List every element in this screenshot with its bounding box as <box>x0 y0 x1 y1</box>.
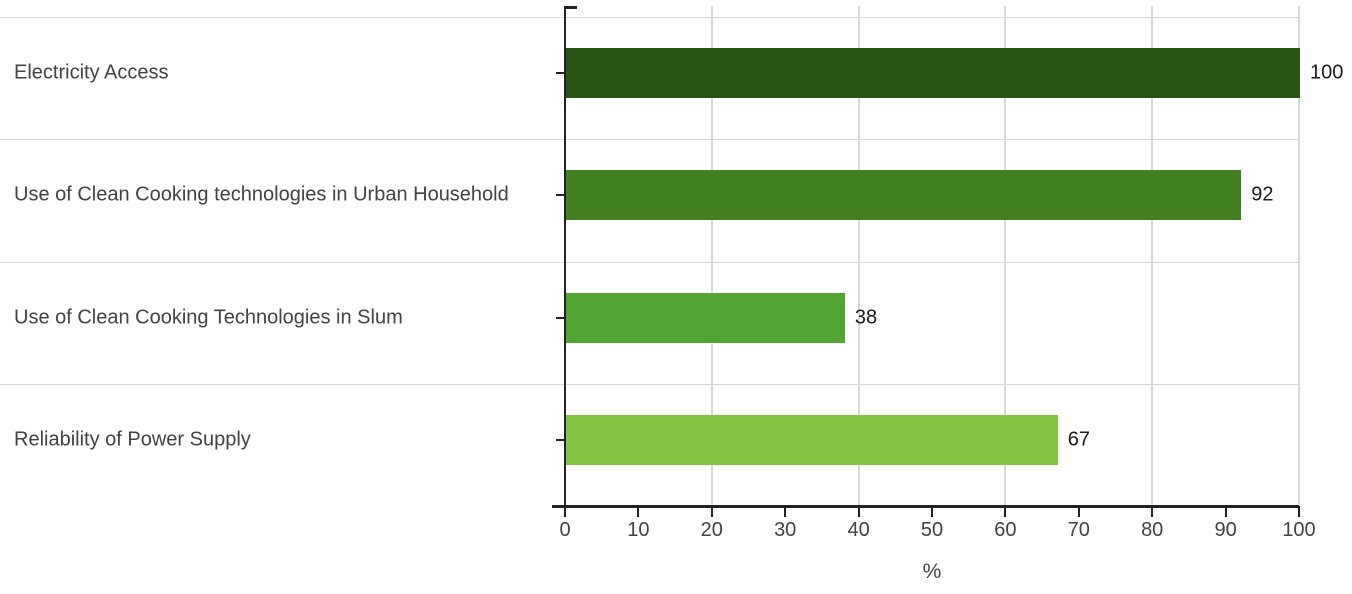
row-separator <box>0 17 1298 18</box>
y-axis-line <box>564 6 566 507</box>
x-tick <box>931 506 933 517</box>
x-tick <box>1077 506 1080 517</box>
category-tick <box>556 438 565 441</box>
gridline-vertical <box>1298 6 1300 505</box>
x-tick <box>1298 506 1300 517</box>
gridline-vertical <box>1004 6 1007 505</box>
gridline-vertical <box>857 6 860 505</box>
x-tick-label: 0 <box>559 519 571 541</box>
category-label: Use of Clean Cooking technologies in Urb… <box>14 183 509 206</box>
x-tick-label: 20 <box>700 519 723 541</box>
y-axis-top-cap <box>564 6 577 9</box>
gridline-vertical <box>710 6 713 505</box>
x-tick <box>1004 506 1007 517</box>
category-label: Reliability of Power Supply <box>14 428 251 451</box>
x-tick <box>784 506 787 517</box>
x-tick-label: 40 <box>847 519 870 541</box>
value-label: 67 <box>1067 428 1091 451</box>
x-axis-title: % <box>922 560 942 583</box>
x-tick-label: 10 <box>627 519 650 541</box>
bar <box>566 170 1242 221</box>
x-axis-line <box>552 505 1299 508</box>
value-label: 38 <box>854 306 878 329</box>
bar <box>566 414 1058 465</box>
x-tick-label: 30 <box>774 519 797 541</box>
x-tick <box>857 506 860 517</box>
category-label: Electricity Access <box>14 61 169 84</box>
category-tick <box>556 316 565 319</box>
row-separator <box>0 139 1298 140</box>
x-tick-label: 50 <box>920 519 944 541</box>
category-tick <box>556 72 565 74</box>
x-tick-label: 60 <box>994 519 1017 541</box>
x-tick <box>710 506 713 517</box>
x-tick <box>637 506 640 517</box>
category-tick <box>556 194 565 197</box>
value-label: 92 <box>1251 183 1274 206</box>
bar <box>566 48 1300 98</box>
gridline-vertical <box>1151 6 1154 505</box>
x-tick-label: 70 <box>1067 519 1090 541</box>
value-label: 100 <box>1310 61 1344 84</box>
x-tick <box>1151 506 1154 517</box>
x-tick-label: 90 <box>1214 519 1237 541</box>
row-separator <box>0 384 1298 385</box>
x-tick <box>564 506 566 517</box>
x-tick <box>1224 506 1227 517</box>
row-separator <box>0 262 1298 263</box>
x-tick-label: 80 <box>1141 519 1164 541</box>
x-tick-label: 100 <box>1282 519 1316 541</box>
bar <box>566 292 845 343</box>
category-label: Use of Clean Cooking Technologies in Slu… <box>14 306 403 329</box>
